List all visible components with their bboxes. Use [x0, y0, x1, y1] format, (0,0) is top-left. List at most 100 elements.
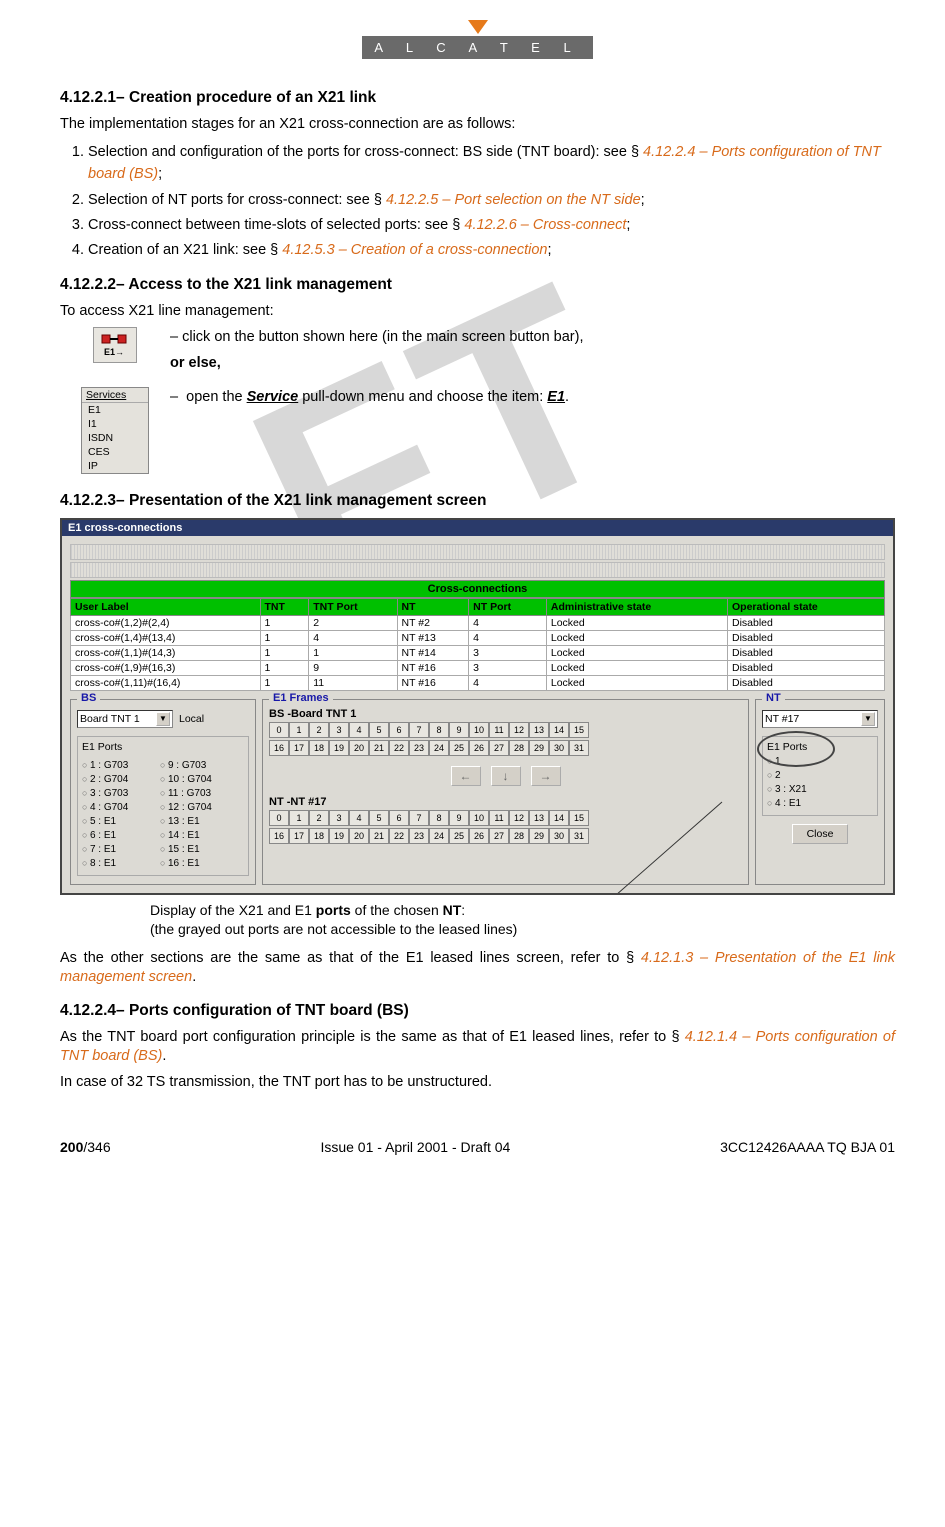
bs-port-radio[interactable]: 13 : E1	[160, 815, 224, 829]
timeslot-cell[interactable]: 5	[369, 810, 389, 826]
timeslot-cell[interactable]: 11	[489, 722, 509, 738]
bs-port-radio[interactable]: 4 : G704	[82, 801, 146, 815]
bs-port-radio[interactable]: 3 : G703	[82, 787, 146, 801]
timeslot-cell[interactable]: 24	[429, 828, 449, 844]
menu-item-ces[interactable]: CES	[82, 445, 148, 459]
timeslot-cell[interactable]: 1	[289, 722, 309, 738]
timeslot-cell[interactable]: 19	[329, 740, 349, 756]
nt-port-radio[interactable]: 4 : E1	[767, 797, 873, 811]
bs-board-select[interactable]: Board TNT 1▼	[77, 710, 173, 728]
timeslot-cell[interactable]: 2	[309, 810, 329, 826]
timeslot-cell[interactable]: 0	[269, 810, 289, 826]
table-row[interactable]: cross-co#(1,1)#(14,3)11NT #143LockedDisa…	[71, 645, 885, 660]
bs-port-radio[interactable]: 6 : E1	[82, 829, 146, 843]
close-button[interactable]: Close	[792, 824, 848, 844]
timeslot-cell[interactable]: 22	[389, 828, 409, 844]
timeslot-cell[interactable]: 28	[509, 740, 529, 756]
timeslot-cell[interactable]: 30	[549, 828, 569, 844]
bs-port-radio[interactable]: 8 : E1	[82, 857, 146, 871]
nt-port-radio[interactable]: 2	[767, 769, 873, 783]
table-row[interactable]: cross-co#(1,9)#(16,3)19NT #163LockedDisa…	[71, 660, 885, 675]
timeslot-cell[interactable]: 23	[409, 828, 429, 844]
arrow-down-button[interactable]: ↓	[491, 766, 521, 786]
timeslot-cell[interactable]: 8	[429, 810, 449, 826]
timeslot-cell[interactable]: 21	[369, 740, 389, 756]
timeslot-cell[interactable]: 3	[329, 722, 349, 738]
menu-item-isdn[interactable]: ISDN	[82, 431, 148, 445]
timeslot-cell[interactable]: 7	[409, 722, 429, 738]
timeslot-cell[interactable]: 6	[389, 722, 409, 738]
timeslot-cell[interactable]: 12	[509, 810, 529, 826]
bs-port-radio[interactable]: 16 : E1	[160, 857, 224, 871]
e1-toolbar-button[interactable]: E1→	[93, 327, 137, 363]
bs-port-radio[interactable]: 1 : G703	[82, 759, 146, 773]
table-row[interactable]: cross-co#(1,4)#(13,4)14NT #134LockedDisa…	[71, 630, 885, 645]
bs-port-radio[interactable]: 7 : E1	[82, 843, 146, 857]
timeslot-cell[interactable]: 17	[289, 828, 309, 844]
arrow-left-button[interactable]: ←	[451, 766, 481, 786]
arrow-right-button[interactable]: →	[531, 766, 561, 786]
timeslot-cell[interactable]: 10	[469, 722, 489, 738]
timeslot-cell[interactable]: 16	[269, 828, 289, 844]
timeslot-cell[interactable]: 27	[489, 740, 509, 756]
menu-title[interactable]: Services	[82, 388, 148, 403]
timeslot-cell[interactable]: 15	[569, 722, 589, 738]
timeslot-cell[interactable]: 12	[509, 722, 529, 738]
timeslot-cell[interactable]: 14	[549, 722, 569, 738]
timeslot-cell[interactable]: 22	[389, 740, 409, 756]
timeslot-cell[interactable]: 4	[349, 810, 369, 826]
bs-port-radio[interactable]: 5 : E1	[82, 815, 146, 829]
timeslot-cell[interactable]: 16	[269, 740, 289, 756]
timeslot-cell[interactable]: 8	[429, 722, 449, 738]
menu-item-ip[interactable]: IP	[82, 459, 148, 473]
timeslot-cell[interactable]: 24	[429, 740, 449, 756]
timeslot-cell[interactable]: 31	[569, 828, 589, 844]
timeslot-cell[interactable]: 13	[529, 722, 549, 738]
timeslot-cell[interactable]: 10	[469, 810, 489, 826]
timeslot-cell[interactable]: 26	[469, 828, 489, 844]
menu-item-e1[interactable]: E1	[82, 403, 148, 417]
timeslot-cell[interactable]: 5	[369, 722, 389, 738]
timeslot-cell[interactable]: 25	[449, 740, 469, 756]
timeslot-cell[interactable]: 30	[549, 740, 569, 756]
timeslot-cell[interactable]: 28	[509, 828, 529, 844]
nt-port-radio[interactable]: 1	[767, 755, 873, 769]
timeslot-cell[interactable]: 31	[569, 740, 589, 756]
menu-item-i1[interactable]: I1	[82, 417, 148, 431]
timeslot-cell[interactable]: 25	[449, 828, 469, 844]
timeslot-cell[interactable]: 17	[289, 740, 309, 756]
timeslot-cell[interactable]: 20	[349, 740, 369, 756]
timeslot-cell[interactable]: 14	[549, 810, 569, 826]
timeslot-cell[interactable]: 27	[489, 828, 509, 844]
bs-port-radio[interactable]: 2 : G704	[82, 773, 146, 787]
timeslot-cell[interactable]: 20	[349, 828, 369, 844]
table-row[interactable]: cross-co#(1,11)#(16,4)111NT #164LockedDi…	[71, 675, 885, 690]
timeslot-cell[interactable]: 23	[409, 740, 429, 756]
timeslot-cell[interactable]: 0	[269, 722, 289, 738]
timeslot-cell[interactable]: 13	[529, 810, 549, 826]
bs-port-radio[interactable]: 14 : E1	[160, 829, 224, 843]
timeslot-cell[interactable]: 9	[449, 722, 469, 738]
timeslot-cell[interactable]: 1	[289, 810, 309, 826]
timeslot-cell[interactable]: 21	[369, 828, 389, 844]
timeslot-cell[interactable]: 7	[409, 810, 429, 826]
timeslot-cell[interactable]: 18	[309, 740, 329, 756]
nt-select[interactable]: NT #17▼	[762, 710, 878, 728]
timeslot-cell[interactable]: 18	[309, 828, 329, 844]
timeslot-cell[interactable]: 3	[329, 810, 349, 826]
timeslot-cell[interactable]: 11	[489, 810, 509, 826]
bs-port-radio[interactable]: 12 : G704	[160, 801, 224, 815]
timeslot-cell[interactable]: 6	[389, 810, 409, 826]
timeslot-cell[interactable]: 29	[529, 740, 549, 756]
timeslot-cell[interactable]: 19	[329, 828, 349, 844]
timeslot-cell[interactable]: 29	[529, 828, 549, 844]
services-menu[interactable]: Services E1 I1 ISDN CES IP	[81, 387, 149, 474]
timeslot-cell[interactable]: 9	[449, 810, 469, 826]
bs-port-radio[interactable]: 9 : G703	[160, 759, 224, 773]
timeslot-cell[interactable]: 15	[569, 810, 589, 826]
bs-port-radio[interactable]: 11 : G703	[160, 787, 224, 801]
bs-port-radio[interactable]: 15 : E1	[160, 843, 224, 857]
timeslot-cell[interactable]: 4	[349, 722, 369, 738]
timeslot-cell[interactable]: 2	[309, 722, 329, 738]
bs-port-radio[interactable]: 10 : G704	[160, 773, 224, 787]
